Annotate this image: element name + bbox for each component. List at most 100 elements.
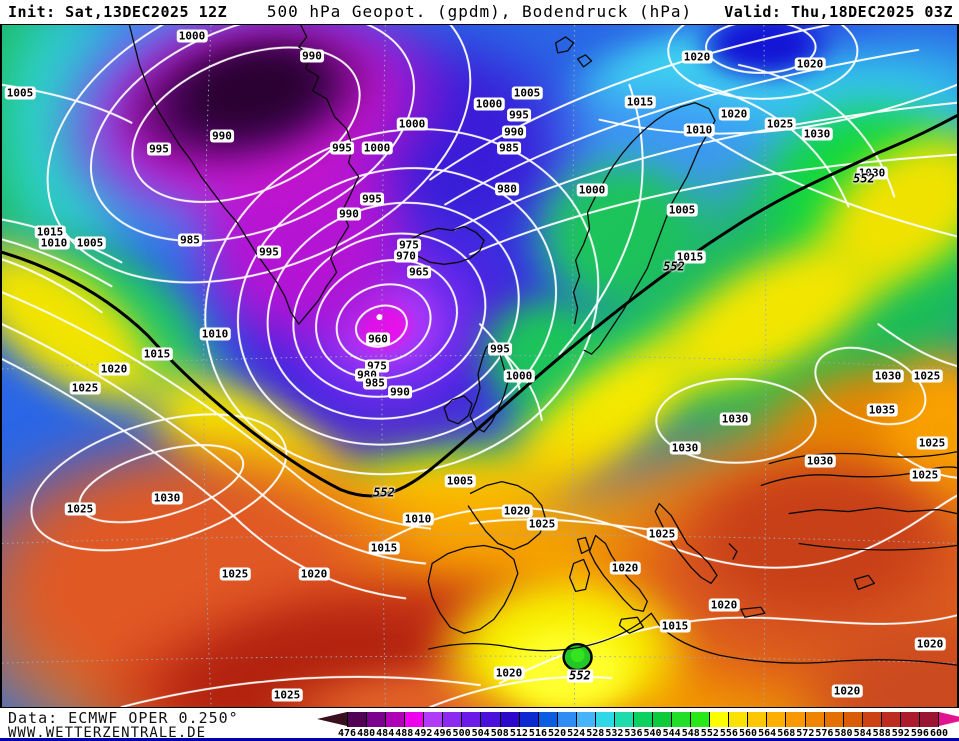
- isobar-label: 1015: [624, 95, 656, 109]
- isobar-label: 985: [363, 376, 387, 390]
- isobar-label: 1025: [911, 369, 943, 383]
- colorbar-segment: [899, 712, 919, 727]
- colorbar-tick-label: 596: [910, 728, 929, 739]
- isobar-label: 960: [366, 332, 390, 346]
- colorbar-segment: [728, 712, 748, 727]
- isobar-label: 1030: [719, 412, 751, 426]
- isobar-label: 1005: [74, 236, 106, 250]
- colorbar-segment: [632, 712, 652, 727]
- colorbar-tick-label: 488: [395, 728, 414, 739]
- header-bar: Init: Sat,13DEC2025 12Z 500 hPa Geopot. …: [0, 0, 959, 24]
- isobar-label: 1010: [402, 512, 434, 526]
- isobar-label: 1030: [151, 491, 183, 505]
- colorbar-tick-label: 492: [414, 728, 433, 739]
- isobar-label: 1020: [493, 666, 525, 680]
- isobar-label: 1000: [576, 183, 608, 197]
- colorbar-tick-label: 480: [357, 728, 376, 739]
- colorbar-tick-label: 576: [815, 728, 834, 739]
- isobar-label: 995: [257, 245, 281, 259]
- colorbar: 476 480 484 488 492 496 500 504 508 512 516 520 524 5…: [317, 712, 959, 740]
- isobar-label: 1030: [856, 166, 888, 180]
- isobar-label: 990: [210, 129, 234, 143]
- colorbar-segment: [766, 712, 786, 727]
- isobar-label: 1025: [64, 502, 96, 516]
- colorbar-tick-label: 552: [700, 728, 719, 739]
- isobar-label: 1000: [473, 97, 505, 111]
- colorbar-tick-label: 560: [739, 728, 758, 739]
- colorbar-segment: [842, 712, 862, 727]
- isobar-label: 1010: [683, 123, 715, 137]
- map-canvas: 1000 990 1005 990 995 1015 1010 1005 985 995 1000 1…: [0, 24, 959, 708]
- colorbar-tick-label: 512: [509, 728, 528, 739]
- isobar-label: 990: [300, 49, 324, 63]
- colorbar-tick-label: 592: [891, 728, 910, 739]
- isobar-label: 1030: [804, 454, 836, 468]
- colorbar-segment: [461, 712, 481, 727]
- colorbar-tick-label: 580: [834, 728, 853, 739]
- colorbar-segment: [385, 712, 405, 727]
- colorbar-right-arrow: [939, 712, 959, 726]
- colorbar-segment: [804, 712, 824, 727]
- colorbar-tick-label: 544: [662, 728, 681, 739]
- isobar-label: 1030: [872, 369, 904, 383]
- colorbar-tick-label: 564: [758, 728, 777, 739]
- bold-552-line: [2, 114, 957, 498]
- init-time-label: Init: Sat,13DEC2025 12Z: [8, 3, 228, 21]
- isobar-label: 1025: [219, 567, 251, 581]
- isobar-label: 995: [507, 108, 531, 122]
- isobar-label: 1005: [444, 474, 476, 488]
- isobar-label: 1025: [909, 468, 941, 482]
- isobar-label: 1015: [141, 347, 173, 361]
- isobar-label: 1020: [718, 107, 750, 121]
- low-center-dot: [376, 314, 383, 321]
- isobar-label: 1020: [501, 504, 533, 518]
- geopotential-label: 552: [567, 668, 593, 683]
- colorbar-tick-label: 572: [796, 728, 815, 739]
- isobar-label: 1000: [503, 369, 535, 383]
- isobar-label: 980: [495, 182, 519, 196]
- colorbar-segment: [575, 712, 595, 727]
- colorbar-left-arrow: [317, 712, 347, 726]
- isobar-label: 990: [337, 207, 361, 221]
- isobar-label: 1025: [526, 517, 558, 531]
- geopotential-label: 552: [373, 485, 395, 500]
- colorbar-tick-label: 508: [490, 728, 509, 739]
- isobar-label: 1035: [866, 403, 898, 417]
- isobar-label: 1000: [396, 117, 428, 131]
- colorbar-segment: [556, 712, 576, 727]
- colorbar-segment: [594, 712, 614, 727]
- colorbar-segment: [518, 712, 538, 727]
- colorbar-tick-label: 496: [433, 728, 452, 739]
- colorbar-tick-label: 516: [528, 728, 547, 739]
- isobar-label: 990: [388, 385, 412, 399]
- isobar-label: 1025: [271, 688, 303, 702]
- isobar-label: 970: [394, 249, 418, 263]
- footer-bar: Data: ECMWF OPER 0.250° WWW.WETTERZENTRA…: [0, 708, 959, 741]
- website-label: WWW.WETTERZENTRALE.DE: [8, 725, 207, 741]
- colorbar-tick-label: 600: [929, 728, 949, 739]
- isobar-label: 1030: [801, 127, 833, 141]
- isobar-label: 1020: [98, 362, 130, 376]
- isobar-label: 1020: [298, 567, 330, 581]
- isobar-label: 1010: [38, 236, 70, 250]
- isobar-label: 995: [147, 142, 171, 156]
- colorbar-tick-label: 520: [548, 728, 567, 739]
- map-title: 500 hPa Geopot. (gpdm), Bodendruck (hPa): [266, 2, 693, 21]
- geopotential-label: 552: [853, 171, 875, 186]
- colorbar-tick-label: 568: [777, 728, 796, 739]
- colorbar-tick-label: 504: [471, 728, 490, 739]
- colorbar-segment: [404, 712, 424, 727]
- colorbar-segment: [480, 712, 500, 727]
- isobar-label: 1005: [4, 86, 36, 100]
- isobar-label: 995: [330, 141, 354, 155]
- isobar-label: 1015: [368, 541, 400, 555]
- colorbar-segment: [537, 712, 557, 727]
- isobar-label: 1020: [681, 50, 713, 64]
- colorbar-segment: [785, 712, 805, 727]
- isobar-label: 1000: [176, 29, 208, 43]
- colorbar-segment: [499, 712, 519, 727]
- isobar-label: 995: [488, 342, 512, 356]
- colorbar-segment: [652, 712, 672, 727]
- colorbar-segment: [918, 712, 939, 727]
